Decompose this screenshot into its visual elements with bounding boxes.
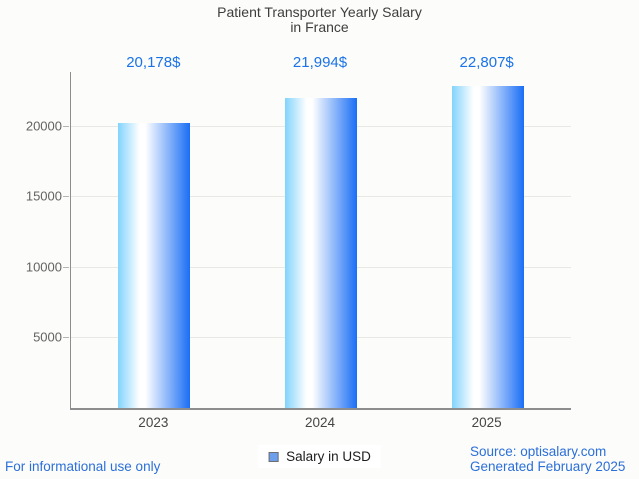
generated-text: Generated February 2025 [470,459,626,474]
source-text: Source: optisalary.com [470,444,607,459]
chart-title-line1: Patient Transporter Yearly Salary [217,4,422,20]
y-tick-mark-20000 [63,125,69,127]
y-tick-label-10000: 10000 [25,259,62,275]
y-tick-label-15000: 15000 [25,188,62,204]
plot-area [70,72,571,410]
x-tick-label-2025: 2025 [471,415,502,430]
chart-title-line2: in France [290,19,349,35]
value-label-2024: 21,994$ [292,54,348,71]
x-tick-label-2024: 2024 [304,415,336,430]
y-tick-label-20000: 20000 [25,118,62,134]
x-tick-label-2023: 2023 [138,415,169,430]
source-info: Source: optisalary.com Generated Februar… [470,444,625,474]
value-label-2025: 22,807$ [459,54,514,71]
legend-label: Salary in USD [286,449,371,464]
value-label-2023: 20,178$ [126,54,181,71]
bar-2024 [285,97,357,408]
legend: Salary in USD [258,445,381,468]
y-tick-label-5000: 5000 [33,329,62,345]
legend-swatch-icon [268,451,279,462]
y-tick-mark-10000 [63,266,69,268]
y-tick-mark-5000 [63,337,69,339]
chart-title: Patient Transporter Yearly Salary in Fra… [0,5,639,35]
y-tick-mark-15000 [63,196,69,198]
bar-2023 [118,123,191,408]
bar-2025 [451,86,524,408]
disclaimer-text: For informational use only [5,459,161,474]
